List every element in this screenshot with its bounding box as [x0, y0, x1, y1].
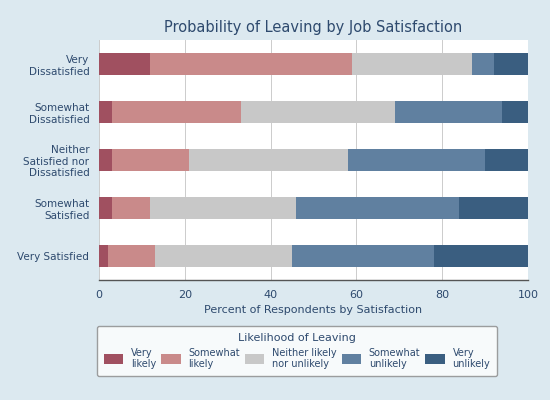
- Bar: [99, 101, 112, 123]
- Bar: [108, 245, 155, 267]
- Bar: [459, 197, 528, 219]
- Bar: [151, 197, 296, 219]
- Bar: [296, 197, 459, 219]
- Bar: [112, 149, 189, 171]
- Bar: [433, 245, 528, 267]
- Bar: [99, 245, 108, 267]
- Title: Probability of Leaving by Job Satisfaction: Probability of Leaving by Job Satisfacti…: [164, 20, 463, 35]
- Bar: [151, 53, 352, 75]
- Legend: Very
likely, Somewhat
likely, Neither likely
nor unlikely, Somewhat
unlikely, Ve: Very likely, Somewhat likely, Neither li…: [97, 326, 497, 376]
- Bar: [485, 149, 528, 171]
- Bar: [155, 245, 292, 267]
- Bar: [292, 245, 433, 267]
- Bar: [348, 149, 485, 171]
- Bar: [112, 197, 151, 219]
- Bar: [99, 197, 112, 219]
- Bar: [99, 149, 112, 171]
- Bar: [472, 53, 494, 75]
- X-axis label: Percent of Respondents by Satisfaction: Percent of Respondents by Satisfaction: [205, 305, 422, 315]
- Bar: [189, 149, 348, 171]
- Bar: [494, 53, 528, 75]
- Bar: [112, 101, 240, 123]
- Bar: [395, 101, 502, 123]
- Bar: [352, 53, 472, 75]
- Bar: [240, 101, 395, 123]
- Bar: [99, 53, 151, 75]
- Bar: [502, 101, 528, 123]
